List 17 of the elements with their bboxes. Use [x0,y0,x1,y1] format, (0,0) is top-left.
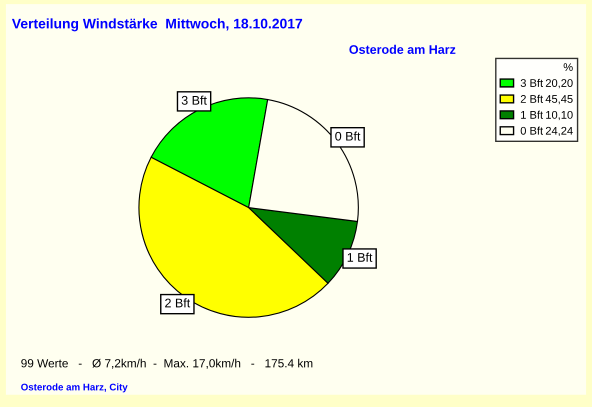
legend-title: % [564,63,573,72]
text: Osterode am Harz, City [21,383,128,392]
text: 99 Werte - Ø 7,2km/h - Max. 17,0km/h - 175.4 km [21,358,312,369]
slice-label: 0 Bft [335,132,360,141]
legend-label: 1 Bft [521,110,544,119]
slice-label: 3 Bft [182,96,207,105]
legend-label: 3 Bft [520,78,544,87]
legend-label: 2 Bft [520,94,544,103]
data-label: 24,24 [546,126,573,136]
chart-subtitle: Osterode am Harz [349,44,456,54]
slice-label: 2 Bft [165,298,190,308]
data-label: 45,45 [546,95,573,104]
data-label: 10,10 [546,110,573,120]
data-label: 20,20 [546,79,573,88]
legend-label: 0 Bft [520,126,544,135]
slice-label: 1 Bft [348,252,372,262]
chart-title: Verteilung Windstärke Mittwoch, 18.10.2017 [12,18,302,32]
